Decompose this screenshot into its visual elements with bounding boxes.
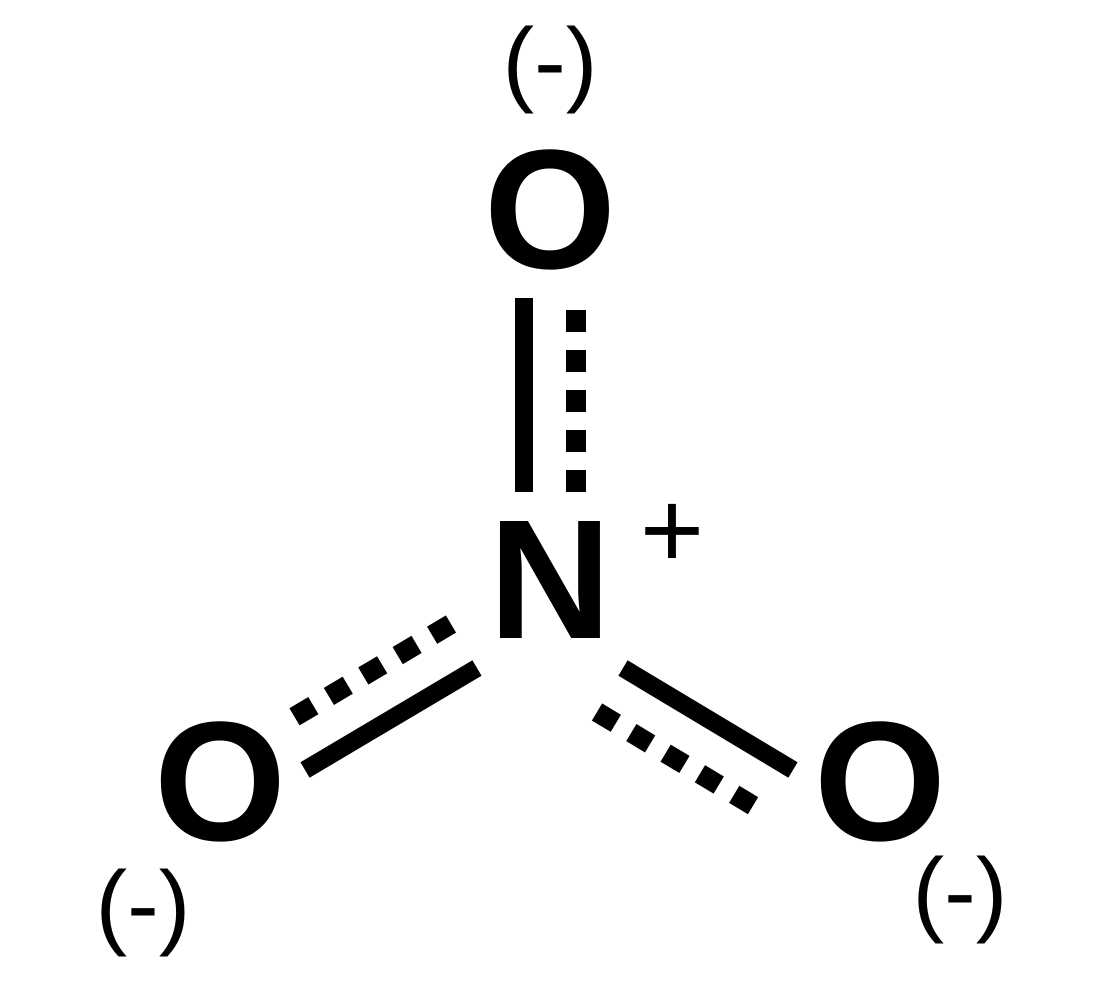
- chemical-structure-diagram: NOOO +(-)(-)(-): [0, 0, 1100, 1003]
- bond-center-right-dashed: [597, 712, 767, 814]
- atom-center: N: [489, 485, 612, 675]
- charge-left_minus: (-): [96, 852, 191, 958]
- atoms-group: NOOO: [154, 115, 946, 877]
- bond-center-left-solid: [305, 668, 477, 770]
- charge-center_plus: +: [640, 469, 704, 592]
- charge-top_minus: (-): [503, 9, 598, 115]
- atom-top: O: [484, 115, 616, 305]
- atom-left: O: [154, 687, 286, 877]
- bond-center-right-solid: [623, 668, 793, 770]
- charge-right_minus: (-): [913, 839, 1008, 945]
- bond-center-left-dashed: [279, 624, 451, 726]
